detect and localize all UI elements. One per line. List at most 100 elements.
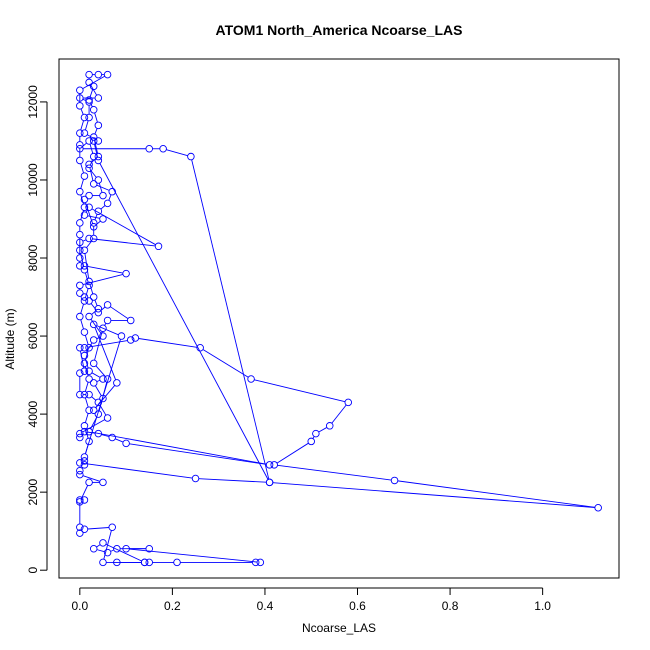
data-point: [89, 223, 98, 231]
series-segment: [95, 400, 102, 408]
series-segment: [331, 404, 347, 424]
data-point: [94, 176, 103, 184]
data-point: [103, 316, 112, 325]
x-tick-label: 1.0: [534, 599, 551, 613]
data-point: [80, 422, 89, 430]
data-point: [89, 152, 98, 161]
data-point: [94, 410, 103, 418]
data-point: [85, 390, 93, 399]
data-point: [80, 113, 89, 122]
y-tick-label: 0: [26, 567, 40, 574]
series-segment: [84, 413, 89, 423]
series-segment: [91, 396, 97, 401]
series-segment: [254, 379, 346, 403]
data-point: [80, 525, 89, 533]
data-point: [594, 504, 602, 512]
data-point: [85, 277, 93, 286]
series-segment: [94, 299, 98, 306]
data-point: [85, 427, 93, 436]
series-segment: [85, 342, 93, 353]
series-segment: [84, 253, 90, 279]
data-point: [99, 539, 107, 547]
y-tick-label: 8000: [26, 244, 40, 271]
series-segment: [89, 284, 94, 295]
data-point: [94, 429, 103, 438]
data-point: [131, 334, 140, 342]
data-point: [85, 98, 93, 106]
data-point: [307, 437, 315, 446]
series-segment: [96, 544, 101, 548]
data-point: [80, 496, 89, 504]
y-axis-label: Altitude (m): [3, 308, 17, 369]
series-segment: [91, 372, 101, 378]
series-segment: [82, 75, 105, 89]
y-tick-label: 2000: [26, 478, 40, 505]
series-segment: [95, 365, 106, 377]
data-point: [191, 474, 200, 483]
series-segment: [82, 273, 124, 285]
data-point: [85, 312, 93, 321]
series-segment: [110, 549, 114, 552]
data-point: [76, 246, 84, 254]
data-point: [80, 262, 89, 270]
data-point: [145, 145, 153, 153]
series-segment: [80, 350, 85, 369]
data-point: [76, 94, 84, 102]
data-point: [99, 215, 107, 223]
series-segment: [105, 543, 142, 562]
data-point: [94, 94, 103, 102]
data-point: [99, 375, 107, 383]
data-point: [94, 398, 103, 407]
series-segment: [87, 340, 128, 348]
data-point: [76, 523, 84, 532]
series-segment: [318, 427, 328, 433]
data-point: [251, 558, 260, 567]
series-segment: [277, 464, 392, 481]
data-point: [80, 297, 89, 305]
data-point: [265, 461, 274, 469]
data-point: [145, 544, 153, 553]
data-point: [247, 375, 255, 383]
data-point: [103, 548, 112, 557]
data-point: [108, 433, 116, 442]
data-point: [270, 461, 278, 469]
data-point: [80, 203, 89, 212]
data-point: [76, 470, 84, 479]
series-layer: [76, 70, 602, 567]
data-point: [76, 141, 84, 149]
series-segment: [198, 478, 267, 483]
data-point: [76, 312, 84, 321]
data-point: [85, 78, 93, 87]
series-segment: [276, 442, 309, 464]
series-segment: [89, 89, 94, 97]
series-segment: [96, 549, 105, 553]
series-segment: [94, 327, 117, 380]
data-point: [108, 187, 116, 196]
data-point: [108, 523, 116, 532]
data-point: [85, 96, 93, 104]
y-axis: 0 2000 4000 6000 8000 10000 12000: [26, 85, 48, 574]
data-point: [113, 544, 121, 553]
series-segment: [129, 548, 258, 563]
series-segment: [84, 335, 89, 345]
series-segment: [272, 482, 595, 508]
data-point: [80, 457, 89, 465]
series-segment: [90, 85, 98, 96]
series-segment: [84, 339, 121, 455]
x-axis: 0.0 0.2 0.4 0.6 0.8 1.0: [71, 587, 551, 613]
data-point: [89, 180, 98, 188]
series-segment: [91, 208, 156, 246]
data-point: [80, 293, 89, 301]
series-segment: [80, 319, 84, 330]
data-point: [94, 304, 103, 313]
data-point: [94, 308, 103, 317]
series-segment: [94, 112, 98, 123]
data-point: [85, 478, 93, 487]
series-segment: [80, 303, 84, 314]
series-group: [76, 70, 602, 567]
data-point: [154, 242, 163, 251]
data-point: [99, 478, 107, 487]
series-segment: [94, 128, 98, 135]
data-point: [85, 164, 93, 173]
series-segment: [80, 163, 84, 174]
